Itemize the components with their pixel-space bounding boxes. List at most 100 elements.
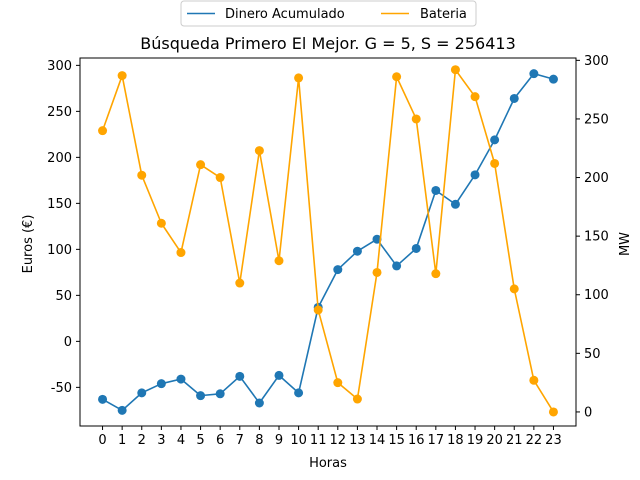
y-tick-label-left: 100 bbox=[47, 243, 72, 258]
y-axis-label-left: Euros (€) bbox=[21, 215, 36, 274]
x-axis-label: Horas bbox=[309, 456, 347, 471]
data-point-bateria bbox=[548, 407, 558, 417]
data-point-bateria bbox=[352, 394, 362, 404]
data-point-bateria bbox=[294, 73, 304, 83]
axes: 0 1 2 3 4 5 6 7 8 9 10 11 12 13 14 15 16 17 18 19 20 21 22 23-5… bbox=[47, 54, 609, 448]
data-point-dinero bbox=[490, 135, 500, 145]
data-point-dinero bbox=[431, 185, 441, 195]
data-point-dinero bbox=[196, 391, 206, 401]
data-point-dinero bbox=[294, 388, 304, 398]
data-point-bateria bbox=[274, 256, 284, 266]
data-point-dinero bbox=[274, 370, 284, 380]
y-tick-label-right: 250 bbox=[584, 112, 609, 127]
y-tick-label-left: 200 bbox=[47, 151, 72, 166]
x-tick-label: 6 bbox=[216, 433, 224, 448]
x-tick-label: 0 bbox=[98, 433, 106, 448]
x-tick-label: 16 bbox=[408, 433, 425, 448]
data-point-bateria bbox=[215, 173, 225, 183]
data-point-dinero bbox=[548, 74, 558, 84]
y-tick-label-left: 50 bbox=[55, 289, 72, 304]
x-tick-label: 21 bbox=[506, 433, 523, 448]
data-point-dinero bbox=[156, 379, 166, 389]
data-point-dinero bbox=[254, 398, 264, 408]
x-tick-label: 11 bbox=[310, 433, 327, 448]
series-line-dinero bbox=[102, 72, 554, 412]
data-point-bateria bbox=[156, 218, 166, 228]
data-point-bateria bbox=[98, 126, 108, 136]
x-tick-label: 4 bbox=[177, 433, 185, 448]
data-point-dinero bbox=[411, 243, 421, 253]
data-point-bateria bbox=[176, 248, 186, 258]
y-tick-label-left: -50 bbox=[51, 381, 72, 396]
x-tick-label: 9 bbox=[275, 433, 283, 448]
data-point-dinero bbox=[509, 93, 519, 103]
data-point-dinero bbox=[176, 374, 186, 384]
data-point-dinero bbox=[529, 69, 539, 79]
data-point-bateria bbox=[470, 92, 480, 102]
x-tick-label: 13 bbox=[349, 433, 366, 448]
y-tick-label-right: 150 bbox=[584, 230, 609, 245]
data-point-bateria bbox=[313, 305, 323, 315]
data-point-bateria bbox=[392, 72, 402, 82]
legend-frame bbox=[180, 0, 477, 27]
x-tick-label: 1 bbox=[118, 433, 126, 448]
x-tick-label: 2 bbox=[138, 433, 146, 448]
data-point-bateria bbox=[450, 65, 460, 75]
data-point-dinero bbox=[450, 199, 460, 209]
data-point-dinero bbox=[470, 170, 480, 180]
y-tick-label-right: 100 bbox=[584, 288, 609, 303]
data-point-bateria bbox=[529, 375, 539, 385]
x-tick-label: 17 bbox=[428, 433, 445, 448]
x-tick-label: 5 bbox=[196, 433, 204, 448]
y-tick-label-left: 150 bbox=[47, 197, 72, 212]
data-point-bateria bbox=[117, 71, 127, 81]
y-tick-label-right: 200 bbox=[584, 171, 609, 186]
y-axis-label-right: MW bbox=[618, 232, 633, 256]
x-tick-label: 20 bbox=[486, 433, 503, 448]
x-tick-label: 19 bbox=[467, 433, 484, 448]
data-point-dinero bbox=[235, 371, 245, 381]
data-point-bateria bbox=[411, 114, 421, 124]
data-point-bateria bbox=[372, 267, 382, 277]
legend: Dinero Acumulado Bateria bbox=[180, 0, 477, 27]
x-tick-label: 12 bbox=[330, 433, 347, 448]
x-tick-label: 8 bbox=[255, 433, 263, 448]
data-point-dinero bbox=[392, 261, 402, 271]
data-point-dinero bbox=[372, 234, 382, 244]
data-point-dinero bbox=[352, 246, 362, 256]
data-point-dinero bbox=[137, 388, 147, 398]
data-point-dinero bbox=[98, 394, 108, 404]
data-point-bateria bbox=[431, 269, 441, 279]
x-tick-label: 23 bbox=[545, 433, 562, 448]
data-point-bateria bbox=[254, 146, 264, 156]
legend-label-bateria: Bateria bbox=[420, 7, 467, 22]
y-tick-label-right: 300 bbox=[584, 54, 609, 69]
y-tick-label-right: 0 bbox=[584, 405, 592, 420]
y-tick-label-right: 50 bbox=[584, 347, 601, 362]
data-point-bateria bbox=[509, 284, 519, 294]
data-point-dinero bbox=[117, 405, 127, 415]
data-point-bateria bbox=[196, 160, 206, 170]
x-tick-label: 22 bbox=[526, 433, 543, 448]
plot-area bbox=[98, 65, 558, 417]
data-point-dinero bbox=[215, 389, 225, 399]
x-tick-label: 7 bbox=[236, 433, 244, 448]
data-point-dinero bbox=[333, 265, 343, 275]
x-tick-label: 18 bbox=[447, 433, 464, 448]
x-tick-label: 14 bbox=[369, 433, 386, 448]
y-tick-label-left: 300 bbox=[47, 59, 72, 74]
data-point-bateria bbox=[137, 170, 147, 180]
data-point-bateria bbox=[235, 278, 245, 288]
y-tick-label-left: 0 bbox=[64, 335, 72, 350]
data-point-bateria bbox=[490, 158, 500, 168]
x-tick-label: 10 bbox=[290, 433, 307, 448]
plot-frame bbox=[79, 57, 577, 427]
y-tick-label-left: 250 bbox=[47, 105, 72, 120]
data-point-bateria bbox=[333, 378, 343, 388]
series-line-bateria bbox=[101, 68, 555, 413]
x-tick-label: 15 bbox=[388, 433, 405, 448]
legend-label-dinero: Dinero Acumulado bbox=[225, 7, 345, 22]
chart-title: Búsqueda Primero El Mejor. G = 5, S = 25… bbox=[140, 34, 516, 53]
x-tick-label: 3 bbox=[157, 433, 165, 448]
